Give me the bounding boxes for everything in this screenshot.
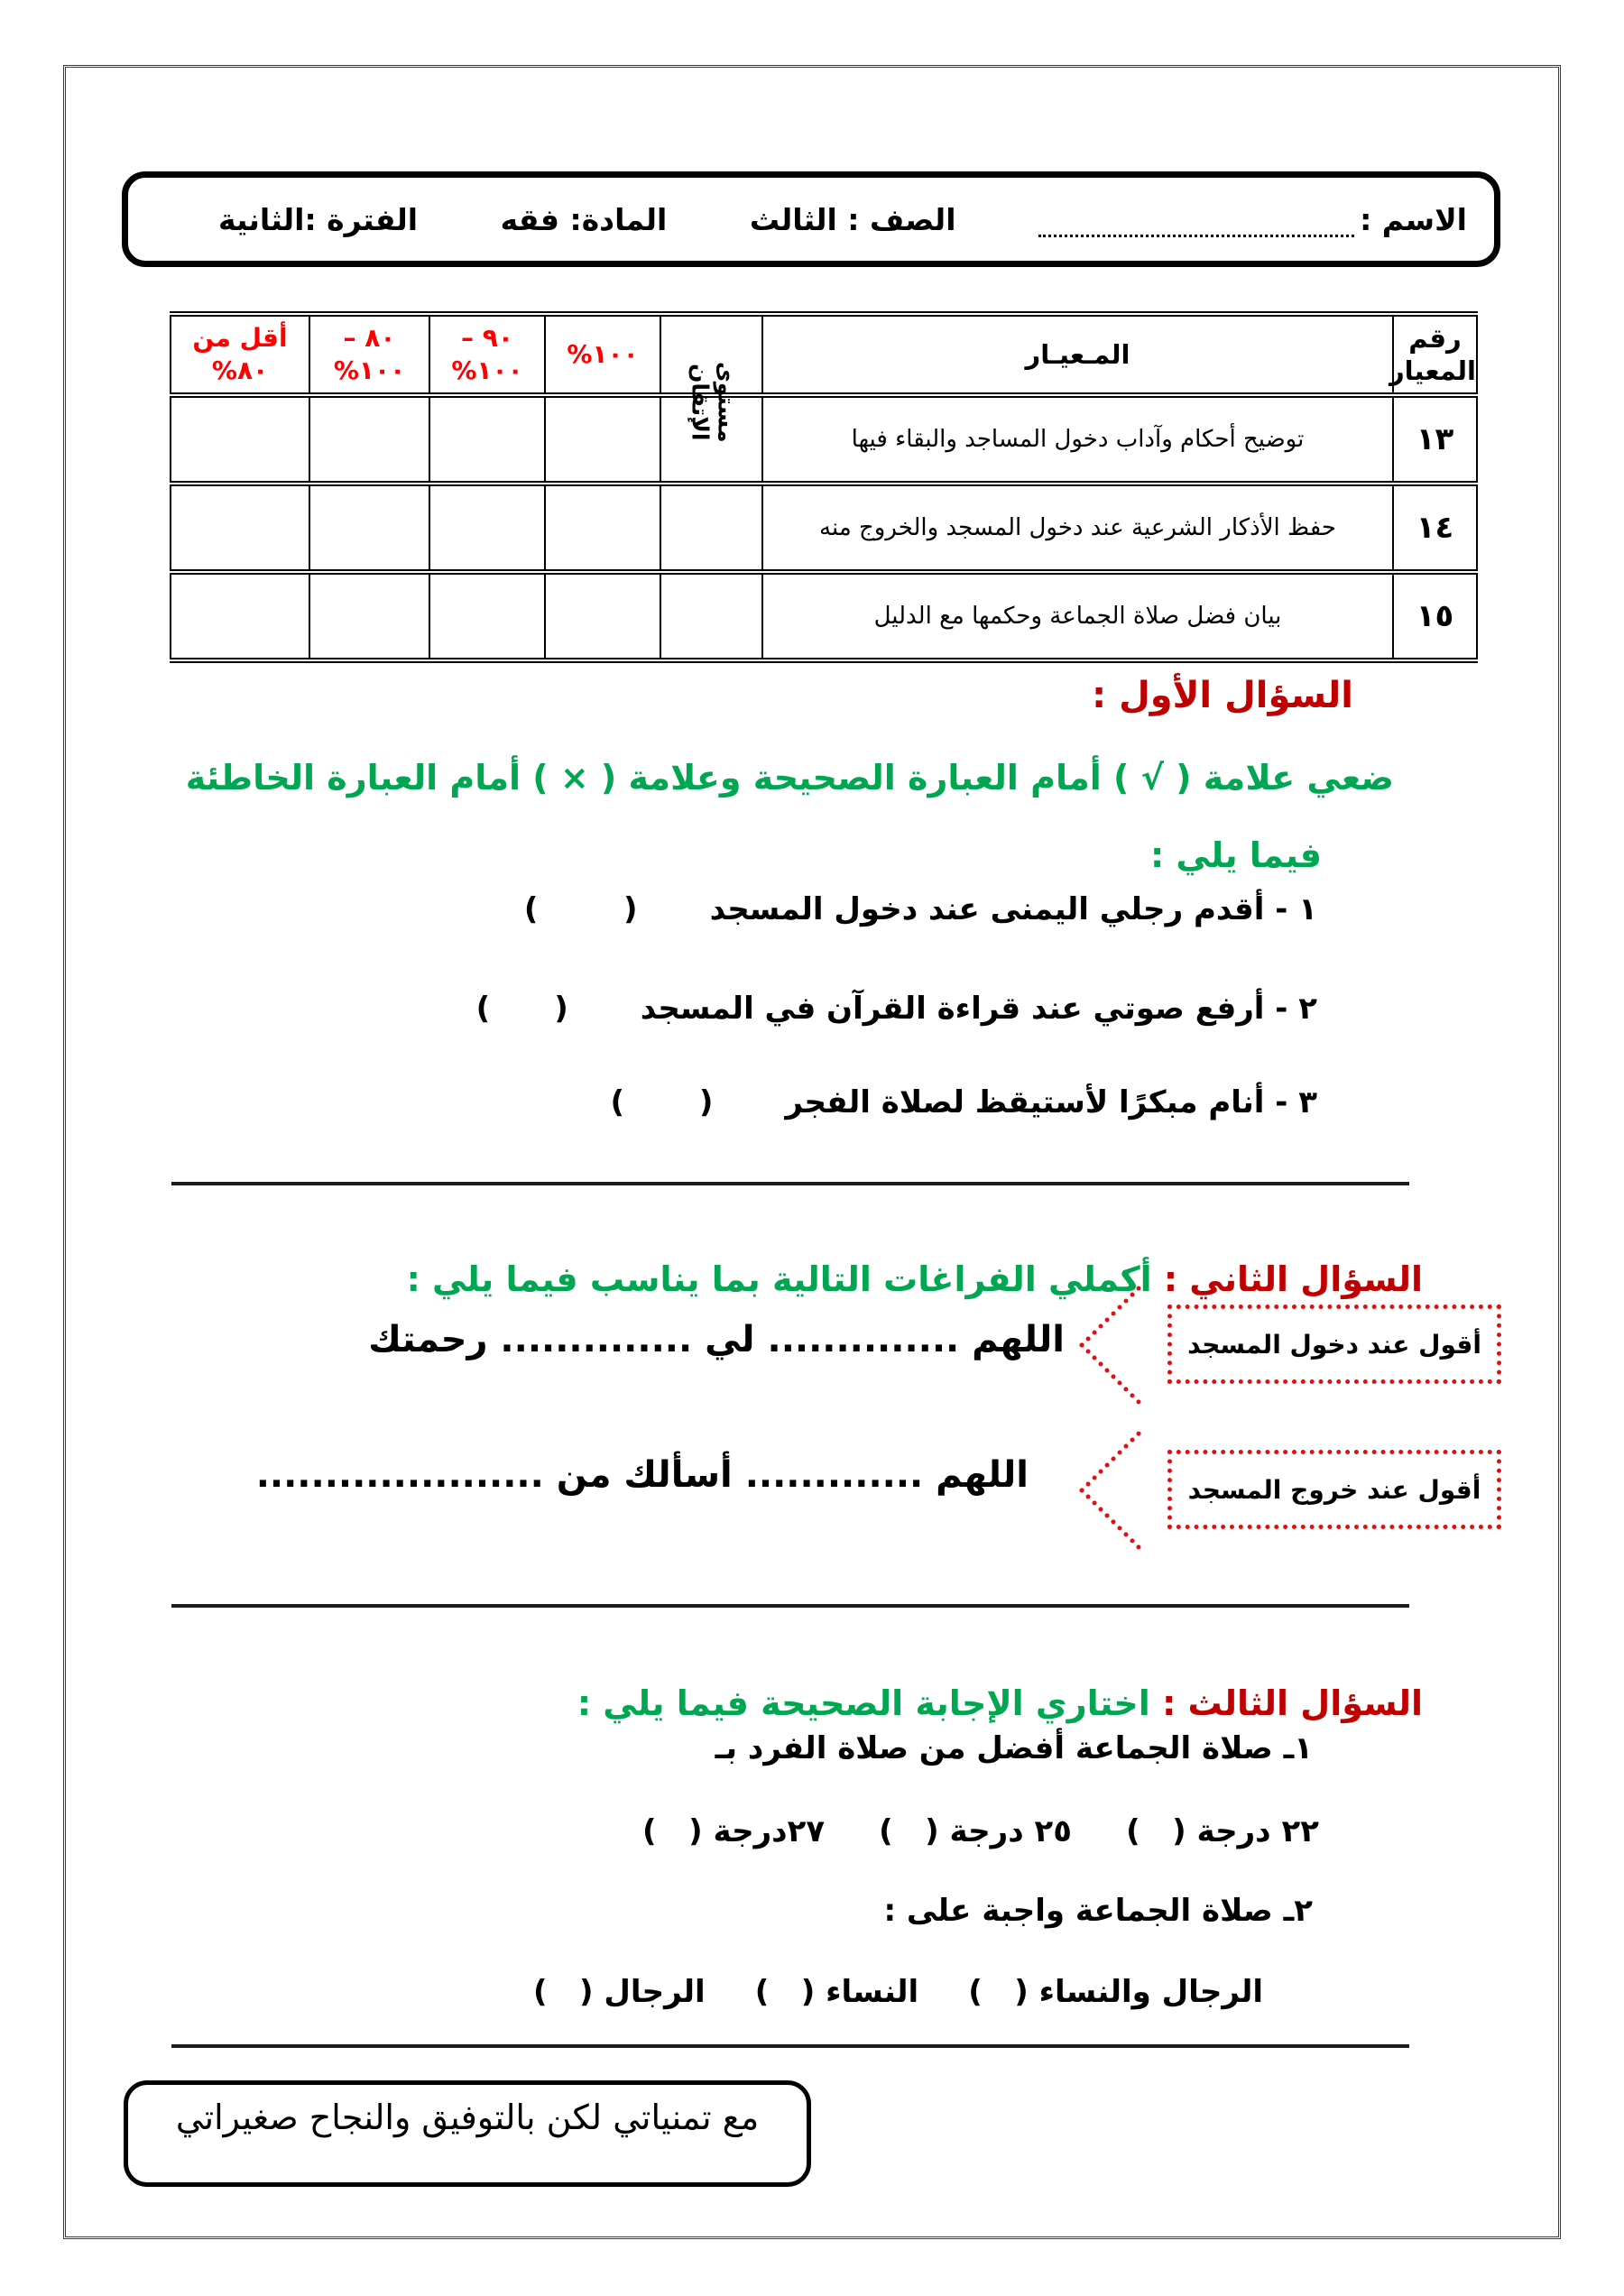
col-header-less-80: أقل من ٨٠% bbox=[170, 311, 310, 398]
col-header-80-100: ٨٠ – ١٠٠% bbox=[309, 311, 430, 398]
page-border-frame bbox=[63, 65, 1561, 2239]
question2-instruction: أكملي الفراغات التالية بما يناسب فيما يل… bbox=[406, 1259, 1152, 1299]
name-dotted-line bbox=[1038, 213, 1355, 237]
hint-text: أقول عند دخول المسجد bbox=[1187, 1329, 1481, 1360]
footer-note-text: مع تمنياتي لكن بالتوفيق والنجاح صغيراتي bbox=[175, 2098, 760, 2137]
criterion-number: ١٥ bbox=[1392, 569, 1478, 663]
criterion-text: بيان فضل صلاة الجماعة وحكمها مع الدليل bbox=[761, 569, 1394, 663]
period-label: الفترة :الثانية bbox=[218, 201, 419, 237]
hint-callout-exit-mosque: أقول عند خروج المسجد bbox=[1167, 1450, 1501, 1529]
subject-label: المادة: فقه bbox=[500, 201, 668, 237]
class-label: الصف : الثالث bbox=[749, 201, 956, 237]
col-header-criterion: المـعيـار bbox=[761, 311, 1394, 398]
mcq-option: ٢٢ درجة ( ) bbox=[1126, 1813, 1319, 1849]
answer-parentheses: ( ) bbox=[610, 1084, 714, 1120]
hint-text: أقول عند خروج المسجد bbox=[1187, 1474, 1481, 1505]
col-header-90-100: ٩٠ – ١٠٠% bbox=[429, 311, 546, 398]
criterion-text: توضيح أحكام وآداب دخول المساجد والبقاء ف… bbox=[761, 392, 1394, 486]
fill-blank-line: اللهم ............. أسألك من ...........… bbox=[255, 1454, 1029, 1496]
hint-callout-enter-mosque: أقول عند دخول المسجد bbox=[1167, 1305, 1501, 1384]
statement-text: ١ - أقدم رجلي اليمنى عند دخول المسجد bbox=[709, 891, 1317, 927]
question3-heading: السؤال الثالث : اختاري الإجابة الصحيحة ف… bbox=[577, 1644, 1471, 1763]
fill-blank-line: اللهم .............. لي .............. ر… bbox=[368, 1319, 1065, 1360]
question3-instruction: اختاري الإجابة الصحيحة فيما يلي : bbox=[577, 1683, 1150, 1723]
mcq-option: النساء ( ) bbox=[754, 1974, 919, 2010]
table-row: ١٥ بيان فضل صلاة الجماعة وحكمها مع الدلي… bbox=[170, 569, 1478, 663]
mcq-option: ٢٥ درجة ( ) bbox=[879, 1813, 1073, 1849]
question3-title: السؤال الثالث : bbox=[1162, 1683, 1424, 1723]
mcq-options-row: ٢٢ درجة ( ) ٢٥ درجة ( ) ٢٧درجة ( ) bbox=[642, 1813, 1319, 1849]
col-header-criterion-number: رقم المعيار bbox=[1389, 311, 1478, 398]
mcq-item: ١ـ صلاة الجماعة أفضل من صلاة الفرد بـ bbox=[715, 1730, 1313, 1766]
section-divider bbox=[171, 1182, 1409, 1185]
answer-parentheses: ( ) bbox=[475, 991, 568, 1027]
true-false-item: ٢ - أرفع صوتي عند قراءة القرآن في المسجد… bbox=[476, 991, 1317, 1027]
section-divider bbox=[171, 2044, 1409, 2048]
table-row: ١٤ حفظ الأذكار الشرعية عند دخول المسجد و… bbox=[170, 481, 1478, 575]
name-field-group: الاسم : bbox=[1038, 202, 1467, 237]
question1-instruction-line1: ضعي علامة ( √ ) أمام العبارة الصحيحة وعل… bbox=[185, 758, 1394, 798]
rubric-table-container: رقم المعيار المـعيـار ١٠٠% ٩٠ – ١٠٠% ٨٠ … bbox=[170, 311, 1478, 663]
name-label: الاسم : bbox=[1360, 201, 1467, 237]
statement-text: ٢ - أرفع صوتي عند قراءة القرآن في المسجد bbox=[640, 991, 1317, 1027]
mcq-item: ٢ـ صلاة الجماعة واجبة على : bbox=[883, 1893, 1313, 1929]
statement-text: ٣ - أنام مبكرًا لأستيقظ لصلاة الفجر bbox=[785, 1084, 1317, 1120]
rubric-table: رقم المعيار المـعيـار ١٠٠% ٩٠ – ١٠٠% ٨٠ … bbox=[170, 311, 1478, 663]
mcq-option: الرجال ( ) bbox=[532, 1974, 706, 2010]
question2-title: السؤال الثاني : bbox=[1163, 1259, 1424, 1299]
answer-parentheses: ( ) bbox=[523, 891, 638, 927]
mcq-question-text: ١ـ صلاة الجماعة أفضل من صلاة الفرد بـ bbox=[715, 1730, 1313, 1766]
col-header-100: ١٠٠% bbox=[544, 311, 661, 398]
student-info-box: الاسم : الصف : الثالث المادة: فقه الفترة… bbox=[122, 171, 1500, 267]
mcq-options-row: الرجال والنساء ( ) النساء ( ) الرجال ( ) bbox=[533, 1974, 1263, 2010]
question1-instruction-line2: فيما يلي : bbox=[1149, 835, 1322, 875]
criterion-number: ١٣ bbox=[1392, 392, 1478, 486]
section-divider bbox=[171, 1604, 1409, 1608]
col-header-mastery-level bbox=[660, 311, 763, 398]
mcq-option: ٢٧درجة ( ) bbox=[642, 1813, 826, 1849]
mastery-level-vertical-label: مستوى الإتقان bbox=[687, 362, 740, 443]
criterion-number: ١٤ bbox=[1392, 481, 1478, 575]
criterion-text: حفظ الأذكار الشرعية عند دخول المسجد والخ… bbox=[761, 481, 1394, 575]
true-false-item: ٣ - أنام مبكرًا لأستيقظ لصلاة الفجر ( ) bbox=[610, 1084, 1317, 1120]
question1-title: السؤال الأول : bbox=[1092, 675, 1353, 716]
footer-note-box: مع تمنياتي لكن بالتوفيق والنجاح صغيراتي bbox=[124, 2080, 811, 2187]
question2-heading: السؤال الثاني : أكملي الفراغات التالية ب… bbox=[407, 1220, 1471, 1339]
mcq-option: الرجال والنساء ( ) bbox=[968, 1974, 1263, 2010]
table-row: ١٣ توضيح أحكام وآداب دخول المساجد والبقا… bbox=[170, 392, 1478, 486]
true-false-item: ١ - أقدم رجلي اليمنى عند دخول المسجد ( ) bbox=[524, 891, 1317, 927]
mcq-question-text: ٢ـ صلاة الجماعة واجبة على : bbox=[883, 1893, 1313, 1929]
